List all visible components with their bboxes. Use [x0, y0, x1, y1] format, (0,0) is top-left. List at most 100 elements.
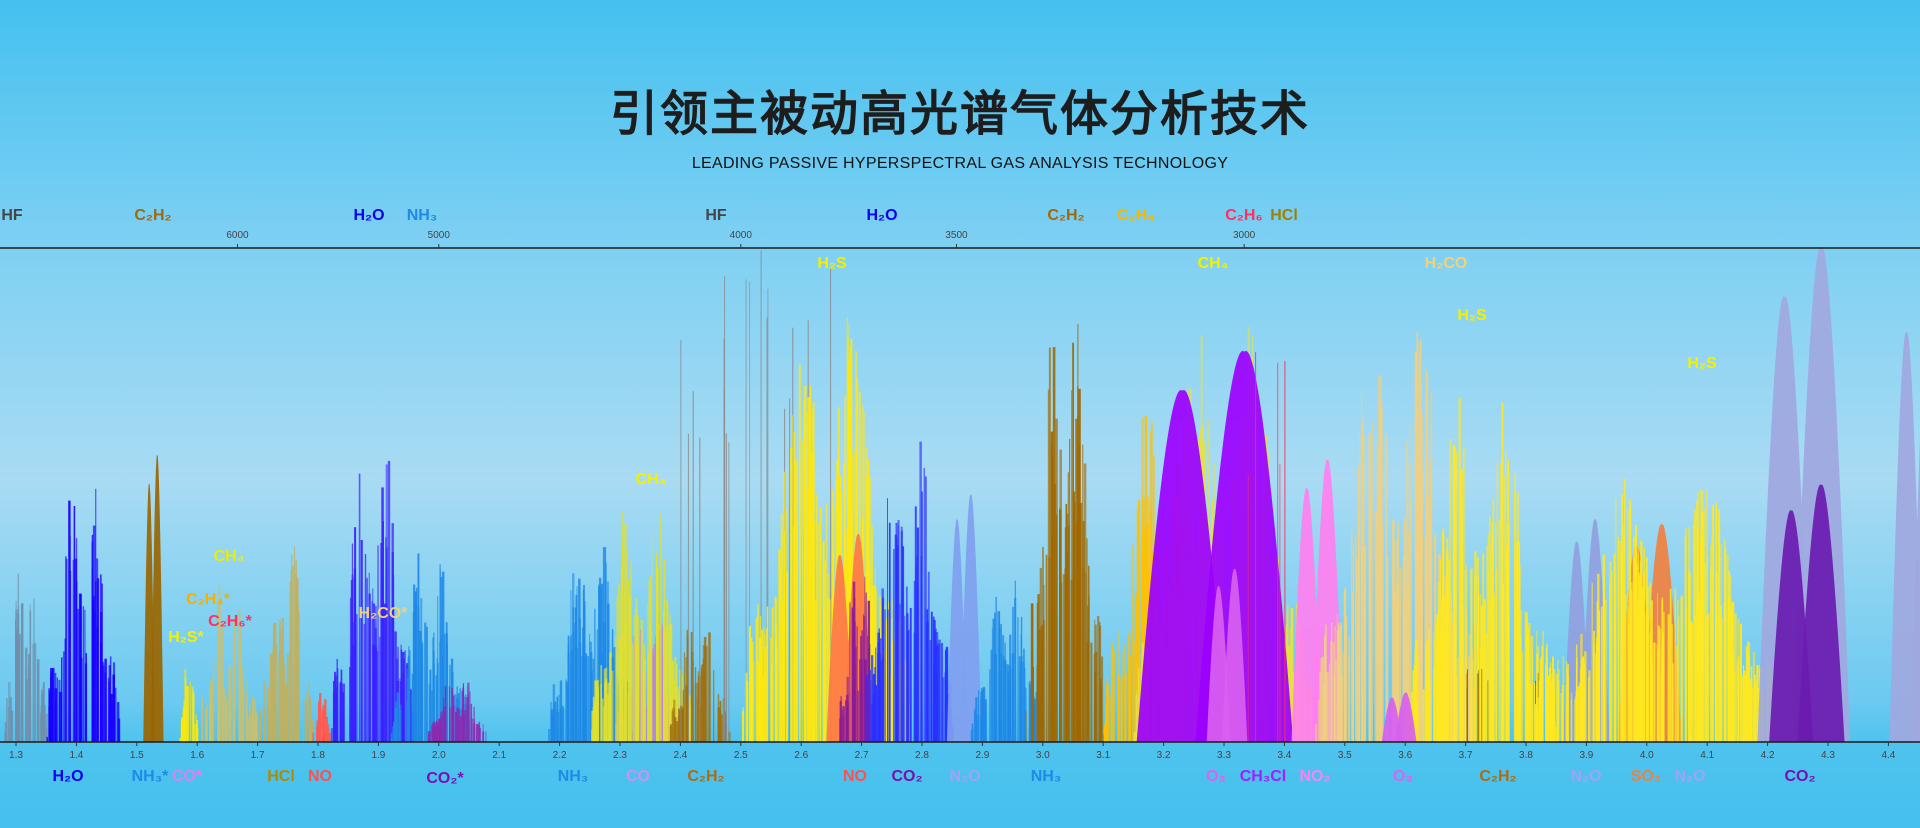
band-no	[312, 692, 331, 742]
absorption-line	[1518, 541, 1521, 742]
absorption-line	[1448, 559, 1450, 742]
absorption-line	[1653, 642, 1656, 742]
absorption-line	[585, 653, 588, 742]
absorption-line	[893, 549, 895, 742]
absorption-line	[1037, 594, 1040, 742]
bottom-gas-label: N₂O	[1674, 768, 1705, 785]
absorption-line	[18, 634, 21, 742]
absorption-line	[609, 652, 612, 742]
absorption-line	[1117, 678, 1120, 742]
absorption-line	[1133, 732, 1136, 742]
band-lobe	[959, 494, 982, 742]
absorption-line	[875, 685, 878, 742]
absorption-line	[80, 658, 83, 742]
absorption-line	[1331, 622, 1333, 742]
absorption-line	[441, 722, 443, 742]
absorption-line	[1255, 352, 1257, 742]
bottom-tick-label: 4.1	[1700, 750, 1714, 761]
absorption-line	[770, 663, 773, 742]
absorption-line	[881, 597, 885, 742]
absorption-line	[377, 545, 379, 742]
bottom-tick-label: 2.9	[975, 750, 989, 761]
absorption-line	[1574, 698, 1576, 742]
absorption-line	[611, 670, 614, 742]
bottom-tick-label: 2.5	[734, 750, 748, 761]
absorption-line	[1465, 564, 1468, 742]
bottom-tick-label: 1.6	[190, 750, 204, 761]
absorption-line	[485, 731, 487, 742]
page-title: 引领主被动高光谱气体分析技术	[609, 86, 1310, 142]
absorption-line	[1506, 579, 1510, 742]
top-gas-label: C₂H₂	[134, 207, 171, 224]
absorption-line	[1351, 529, 1353, 742]
absorption-line	[1728, 596, 1731, 742]
absorption-line	[93, 596, 95, 742]
absorption-line	[884, 609, 886, 742]
absorption-line	[794, 458, 796, 742]
absorption-line	[1658, 625, 1660, 742]
absorption-line	[1549, 667, 1552, 742]
absorption-line	[390, 737, 393, 742]
absorption-line	[745, 672, 748, 742]
absorption-line	[269, 690, 273, 742]
absorption-line	[567, 643, 570, 742]
bottom-gas-label: NH₃*	[132, 768, 170, 785]
absorption-line	[1532, 710, 1534, 742]
absorption-line	[1399, 567, 1402, 742]
absorption-line	[282, 673, 285, 742]
absorption-line	[303, 700, 305, 742]
absorption-line	[853, 598, 856, 742]
absorption-line	[66, 558, 68, 742]
absorption-line	[445, 644, 448, 742]
bottom-tick-label: 2.2	[553, 750, 567, 761]
absorption-line	[994, 612, 996, 742]
absorption-line	[1069, 438, 1071, 742]
absorption-line	[1420, 468, 1423, 742]
absorption-line	[1339, 625, 1342, 742]
absorption-line	[1348, 635, 1350, 742]
absorption-line	[311, 720, 314, 742]
bottom-gas-label: SO₂	[1631, 768, 1661, 785]
absorption-line	[1597, 642, 1600, 742]
absorption-line	[329, 733, 331, 742]
absorption-line	[865, 675, 867, 742]
absorption-line	[1009, 634, 1012, 742]
absorption-line	[801, 440, 803, 742]
absorption-line	[1527, 733, 1530, 742]
absorption-line	[425, 626, 428, 742]
absorption-line	[1137, 501, 1140, 742]
absorption-line	[251, 717, 253, 742]
band-hcl	[258, 546, 314, 742]
bottom-tick-label: 4.2	[1761, 750, 1775, 761]
absorption-line	[63, 651, 65, 742]
absorption-line	[1756, 665, 1759, 742]
absorption-line	[1345, 616, 1348, 742]
absorption-line	[1362, 418, 1364, 742]
absorption-line	[223, 688, 226, 742]
absorption-line	[1336, 630, 1340, 742]
absorption-line	[885, 622, 888, 742]
absorption-line	[1708, 613, 1710, 742]
absorption-line	[1464, 570, 1467, 742]
absorption-line	[1525, 638, 1527, 742]
absorption-line	[850, 338, 852, 742]
absorption-line	[452, 695, 455, 742]
absorption-line	[1742, 675, 1744, 742]
top-gas-label: C₂H₂	[1047, 207, 1084, 224]
absorption-line	[1425, 369, 1427, 742]
absorption-line	[1141, 519, 1143, 742]
absorption-line	[109, 656, 112, 742]
bottom-tick-label: 3.2	[1157, 750, 1171, 761]
absorption-line	[1498, 519, 1500, 742]
absorption-line	[841, 709, 843, 742]
absorption-line	[1481, 668, 1483, 742]
absorption-line	[1410, 499, 1412, 742]
absorption-line	[1581, 658, 1584, 742]
absorption-line	[1629, 507, 1631, 742]
absorption-line	[1537, 697, 1539, 742]
absorption-line	[51, 702, 53, 742]
absorption-line	[945, 648, 949, 742]
absorption-line	[1375, 510, 1378, 742]
absorption-line	[936, 632, 939, 742]
absorption-line	[845, 700, 847, 742]
